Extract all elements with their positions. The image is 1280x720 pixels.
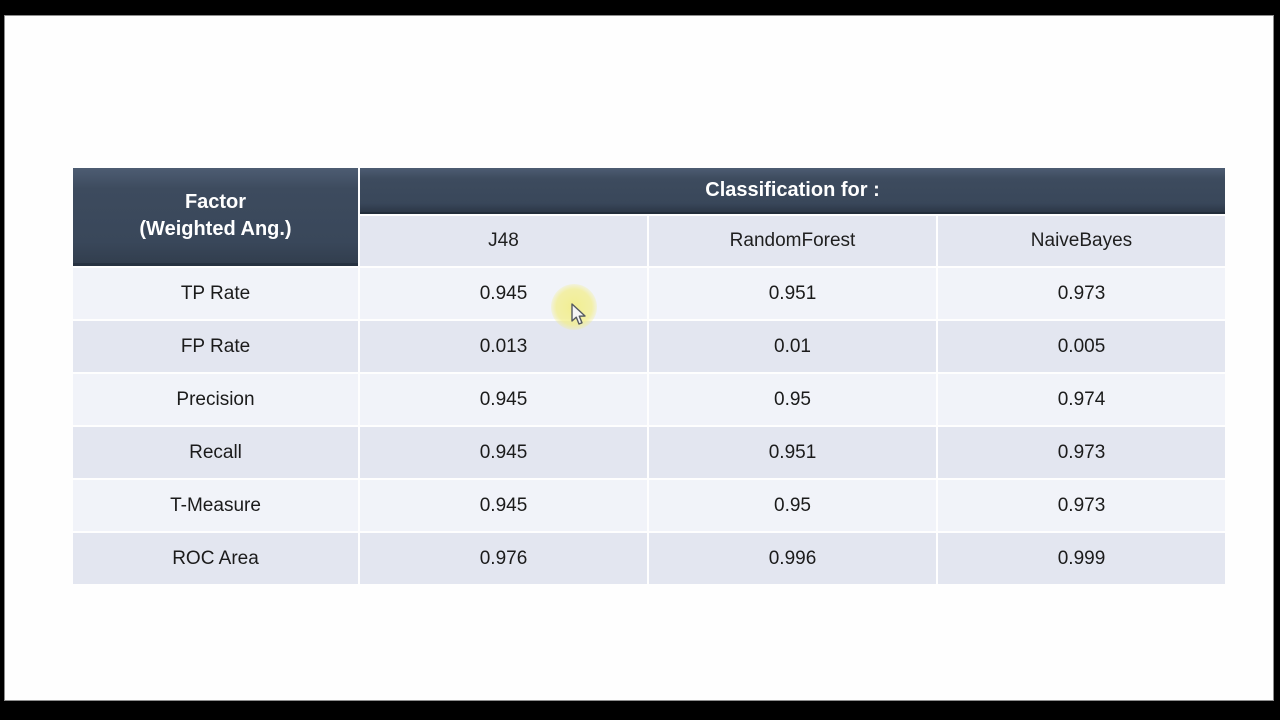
table-header-row-banner: Factor (Weighted Ang.) Classification fo… [73, 168, 1225, 266]
cell-value: 0.951 [649, 427, 936, 478]
cell-value: 0.945 [360, 427, 647, 478]
table-row-tp-rate: TP Rate 0.945 0.951 0.973 [73, 268, 1225, 319]
row-label: TP Rate [73, 268, 358, 319]
table-header-row-algorithms: J48 RandomForest NaiveBayes [73, 216, 1225, 266]
presentation-slide: Factor (Weighted Ang.) Classification fo… [4, 15, 1274, 701]
cell-value: 0.01 [649, 321, 936, 372]
cell-value: 0.95 [649, 480, 936, 531]
column-header-randomforest: RandomForest [649, 216, 936, 266]
table-row-roc-area: ROC Area 0.976 0.996 0.999 [73, 533, 1225, 584]
table-row-t-measure: T-Measure 0.945 0.95 0.973 [73, 480, 1225, 531]
cell-value: 0.973 [938, 427, 1225, 478]
factor-header-line1: Factor [184, 190, 247, 213]
cell-value: 0.005 [938, 321, 1225, 372]
cell-value: 0.013 [360, 321, 647, 372]
cell-value: 0.945 [360, 268, 647, 319]
cell-value: 0.996 [649, 533, 936, 584]
cell-value: 0.973 [938, 268, 1225, 319]
table-row-precision: Precision 0.945 0.95 0.974 [73, 374, 1225, 425]
cell-value: 0.951 [649, 268, 936, 319]
table-row-recall: Recall 0.945 0.951 0.973 [73, 427, 1225, 478]
row-label: FP Rate [73, 321, 358, 372]
cell-value: 0.945 [360, 374, 647, 425]
column-header-naivebayes: NaiveBayes [938, 216, 1225, 266]
cell-value: 0.945 [360, 480, 647, 531]
row-label: Recall [73, 427, 358, 478]
factor-header-cell: Factor (Weighted Ang.) [73, 168, 358, 266]
cell-value: 0.95 [649, 374, 936, 425]
cell-value: 0.999 [938, 533, 1225, 584]
table-row-fp-rate: FP Rate 0.013 0.01 0.005 [73, 321, 1225, 372]
column-header-j48: J48 [360, 216, 647, 266]
classification-results-table: Factor (Weighted Ang.) Classification fo… [71, 166, 1227, 586]
row-label: ROC Area [73, 533, 358, 584]
cell-value: 0.974 [938, 374, 1225, 425]
cell-value: 0.973 [938, 480, 1225, 531]
row-label: T-Measure [73, 480, 358, 531]
factor-header-line2: (Weighted Ang.) [139, 217, 292, 240]
row-label: Precision [73, 374, 358, 425]
classification-banner-cell: Classification for : [360, 168, 1225, 214]
cell-value: 0.976 [360, 533, 647, 584]
